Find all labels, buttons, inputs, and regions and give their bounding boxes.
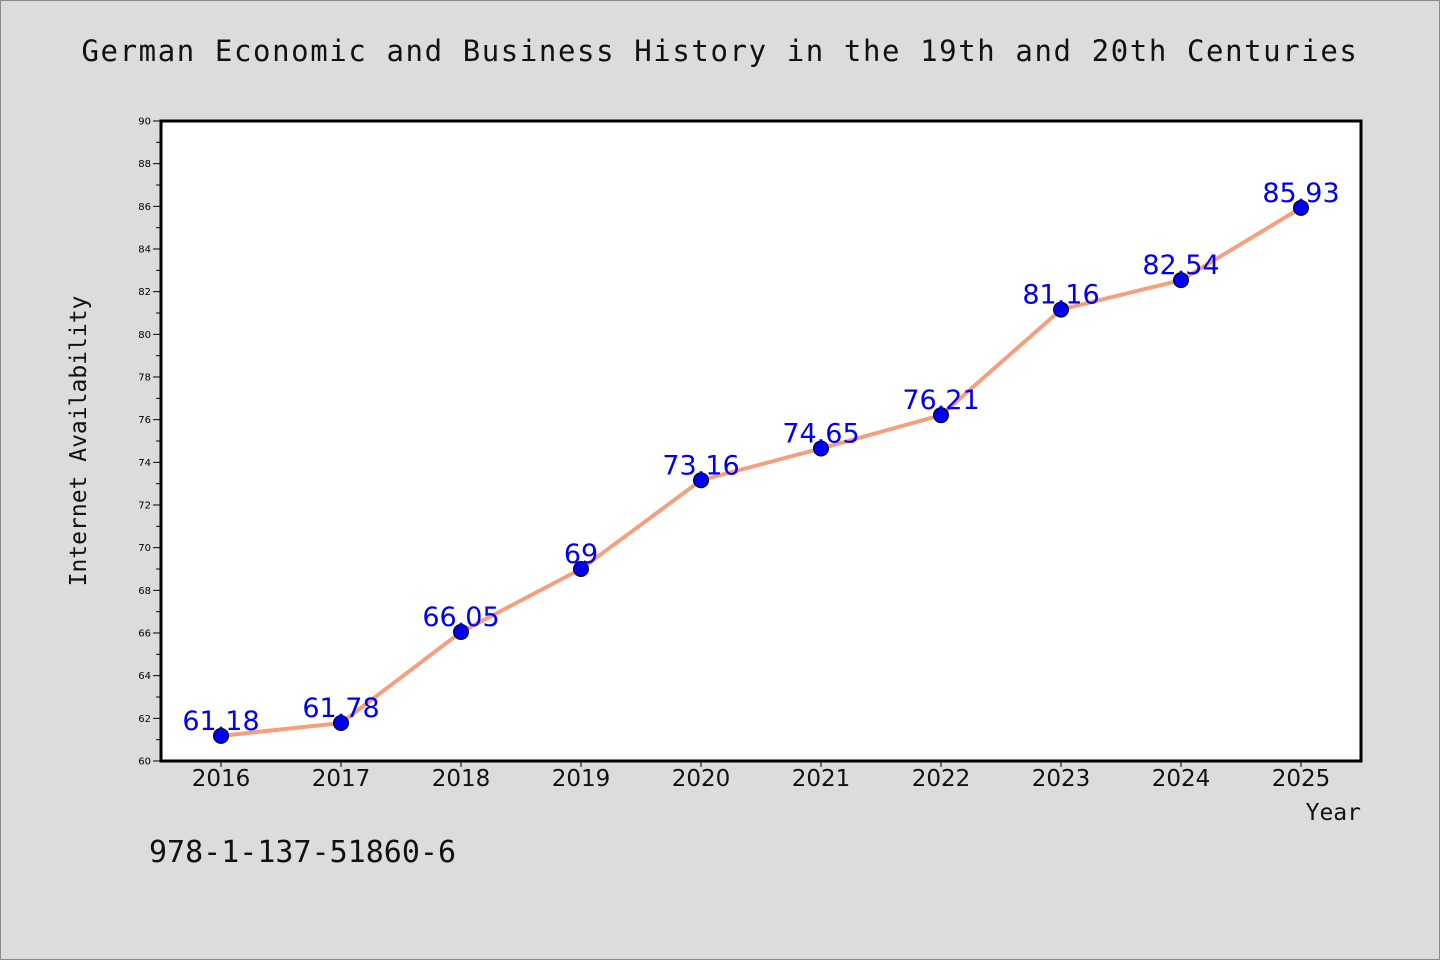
data-label: 74.65 (782, 418, 859, 449)
data-point (813, 440, 829, 457)
y-tick-label: 72 (138, 501, 151, 512)
data-label: 76.21 (902, 385, 979, 416)
data-point (213, 727, 229, 744)
y-tick-label: 70 (138, 543, 151, 554)
data-point (933, 407, 949, 424)
y-tick-label: 86 (138, 202, 151, 213)
data-point (1053, 301, 1069, 318)
data-label: 85.93 (1262, 178, 1339, 209)
series-line (219, 205, 1303, 738)
y-tick-label: 62 (138, 714, 151, 725)
y-tick-label: 60 (138, 757, 151, 768)
y-tick-label: 78 (138, 373, 151, 384)
data-point (693, 472, 709, 489)
plot-area (161, 121, 1361, 761)
y-tick-label: 68 (138, 586, 151, 597)
x-tick-label: 2018 (432, 766, 491, 792)
x-tick-label: 2016 (192, 766, 251, 792)
x-tick-label: 2017 (312, 766, 371, 792)
data-point (333, 715, 349, 732)
x-tick-label: 2025 (1272, 766, 1331, 792)
data-label: 69 (564, 539, 598, 570)
data-point (573, 561, 589, 577)
y-tick-label: 76 (138, 415, 151, 426)
data-label: 73.16 (662, 450, 739, 481)
data-point (1173, 272, 1189, 289)
chart-title: German Economic and Business History in … (81, 34, 1359, 68)
y-tick-label: 74 (138, 458, 151, 469)
isbn-label: 978-1-137-51860-6 (149, 835, 457, 870)
x-tick-label: 2021 (792, 766, 851, 792)
data-label: 81.16 (1022, 280, 1099, 311)
x-tick-label: 2023 (1032, 766, 1091, 792)
y-tick-label: 64 (138, 671, 151, 682)
data-point (1293, 199, 1309, 216)
y-tick-label: 90 (138, 117, 151, 128)
x-tick-label: 2019 (552, 766, 611, 792)
y-tick-label: 82 (138, 287, 151, 298)
x-axis-label: Year (1306, 800, 1361, 826)
data-label: 82.54 (1142, 250, 1219, 281)
x-tick-label: 2022 (912, 766, 971, 792)
x-tick-label: 2020 (672, 766, 731, 792)
y-tick-label: 80 (138, 330, 151, 341)
y-axis-label: Internet Availability (66, 296, 92, 587)
data-label: 66.05 (422, 602, 499, 633)
data-label: 61.18 (182, 706, 259, 737)
y-tick-label: 84 (138, 245, 151, 256)
data-label: 61.78 (302, 693, 379, 724)
y-tick-label: 66 (138, 629, 151, 640)
x-tick-label: 2024 (1152, 766, 1211, 792)
plot-frame (159, 119, 1363, 763)
data-point (453, 623, 469, 640)
y-tick-label: 88 (138, 159, 151, 170)
